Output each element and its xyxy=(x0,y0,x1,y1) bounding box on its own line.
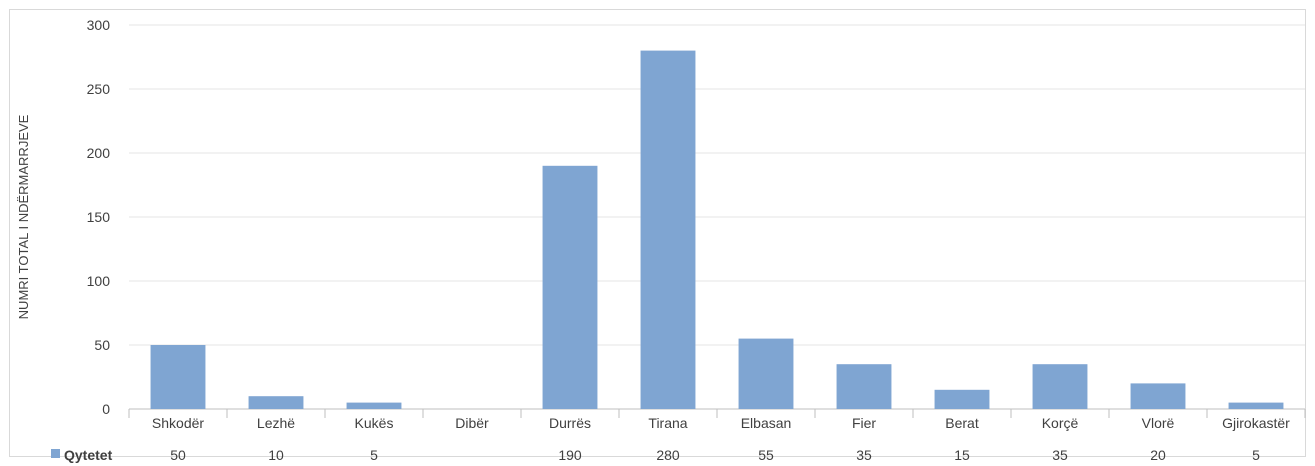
y-tick-label: 50 xyxy=(94,337,110,353)
legend-swatch xyxy=(51,449,60,458)
bar xyxy=(346,402,402,409)
data-table-value: 190 xyxy=(558,447,582,463)
x-tick-label: Gjirokastër xyxy=(1222,415,1290,431)
x-tick-label: Berat xyxy=(945,415,979,431)
bar xyxy=(1228,402,1284,409)
y-tick-label: 300 xyxy=(87,17,111,33)
x-tick-label: Kukës xyxy=(355,415,394,431)
x-axis-ticks: Shkodër Lezhë Kukës Dibër Durrës Tirana Elbasa… xyxy=(152,415,1290,431)
x-tick-label: Vlorë xyxy=(1142,415,1175,431)
x-tick-label: Elbasan xyxy=(741,415,792,431)
data-table-value: 55 xyxy=(758,447,774,463)
data-table-value: 20 xyxy=(1150,447,1166,463)
data-table-value: 15 xyxy=(954,447,970,463)
bar xyxy=(640,50,696,409)
y-tick-label: 100 xyxy=(87,273,111,289)
data-table-value: 10 xyxy=(268,447,284,463)
data-table-value: 35 xyxy=(856,447,872,463)
bar xyxy=(150,345,206,409)
data-table-value: 5 xyxy=(370,447,378,463)
bar xyxy=(738,338,794,409)
data-table-value: 280 xyxy=(656,447,680,463)
y-axis-title: NUMRI TOTAL I NDËRMARRJEVE xyxy=(16,114,31,319)
x-tick-label: Shkodër xyxy=(152,415,204,431)
bar xyxy=(1032,364,1088,409)
x-tick-label: Fier xyxy=(852,415,876,431)
bar xyxy=(248,396,304,409)
bars xyxy=(150,50,1284,409)
chart-frame xyxy=(9,9,1306,457)
bar xyxy=(836,364,892,409)
x-tick-label: Dibër xyxy=(455,415,489,431)
data-table-value: 50 xyxy=(170,447,186,463)
y-tick-label: 200 xyxy=(87,145,111,161)
x-tick-label: Durrës xyxy=(549,415,591,431)
bar xyxy=(542,165,598,409)
y-axis-ticks: 0 50 100 150 200 250 300 xyxy=(87,17,111,417)
bar xyxy=(1130,383,1186,409)
series-name: Qytetet xyxy=(64,447,113,463)
data-table-value: 5 xyxy=(1252,447,1260,463)
data-table-value: 35 xyxy=(1052,447,1068,463)
gridlines xyxy=(128,24,1306,418)
x-tick-label: Tirana xyxy=(648,415,687,431)
y-tick-label: 150 xyxy=(87,209,111,225)
x-tick-label: Korçë xyxy=(1042,415,1079,431)
x-tick-label: Lezhë xyxy=(257,415,295,431)
data-table: 50 10 5 190 280 55 35 15 35 20 5 Qytetet xyxy=(51,447,1260,463)
y-tick-label: 0 xyxy=(102,401,110,417)
y-tick-label: 250 xyxy=(87,81,111,97)
bar xyxy=(934,389,990,409)
